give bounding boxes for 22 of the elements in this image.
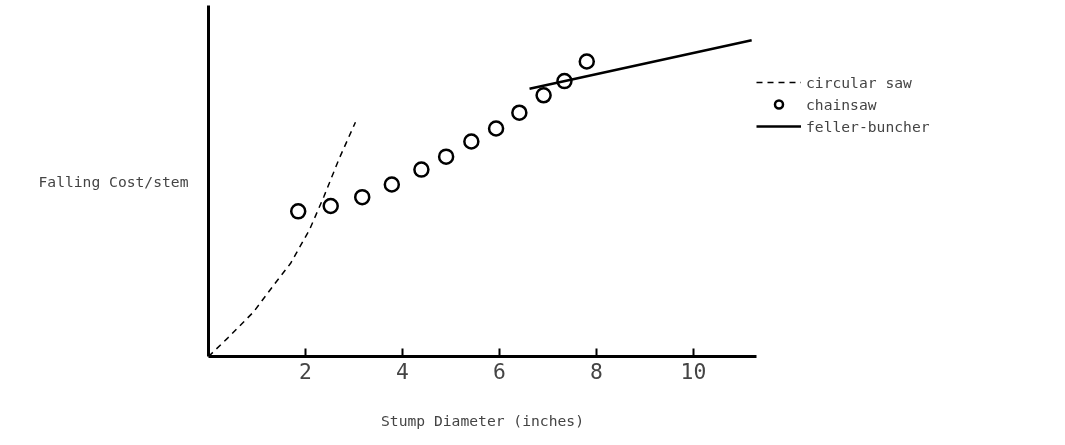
point — [463, 133, 480, 150]
point — [487, 120, 505, 137]
legend-label: circular saw — [806, 73, 912, 91]
point — [535, 87, 552, 104]
x-tick-label: 8 — [590, 358, 603, 384]
point — [322, 197, 339, 215]
x-tick-label: 2 — [299, 358, 312, 384]
x-tick-label: 4 — [396, 358, 409, 384]
point — [289, 203, 307, 220]
x-tick-label: 10 — [680, 358, 707, 384]
point — [437, 148, 455, 165]
point — [578, 53, 596, 70]
legend-label: chainsaw — [806, 95, 877, 113]
x-axis-title: Stump Diameter (inches) — [381, 411, 584, 429]
point — [353, 188, 371, 206]
point — [511, 104, 528, 121]
x-tick-label: 6 — [493, 358, 506, 384]
point — [383, 176, 401, 193]
y-axis-title: Falling Cost/stem — [38, 172, 189, 190]
point — [556, 72, 573, 90]
legend-label: feller-buncher — [806, 117, 930, 135]
point — [413, 161, 430, 178]
